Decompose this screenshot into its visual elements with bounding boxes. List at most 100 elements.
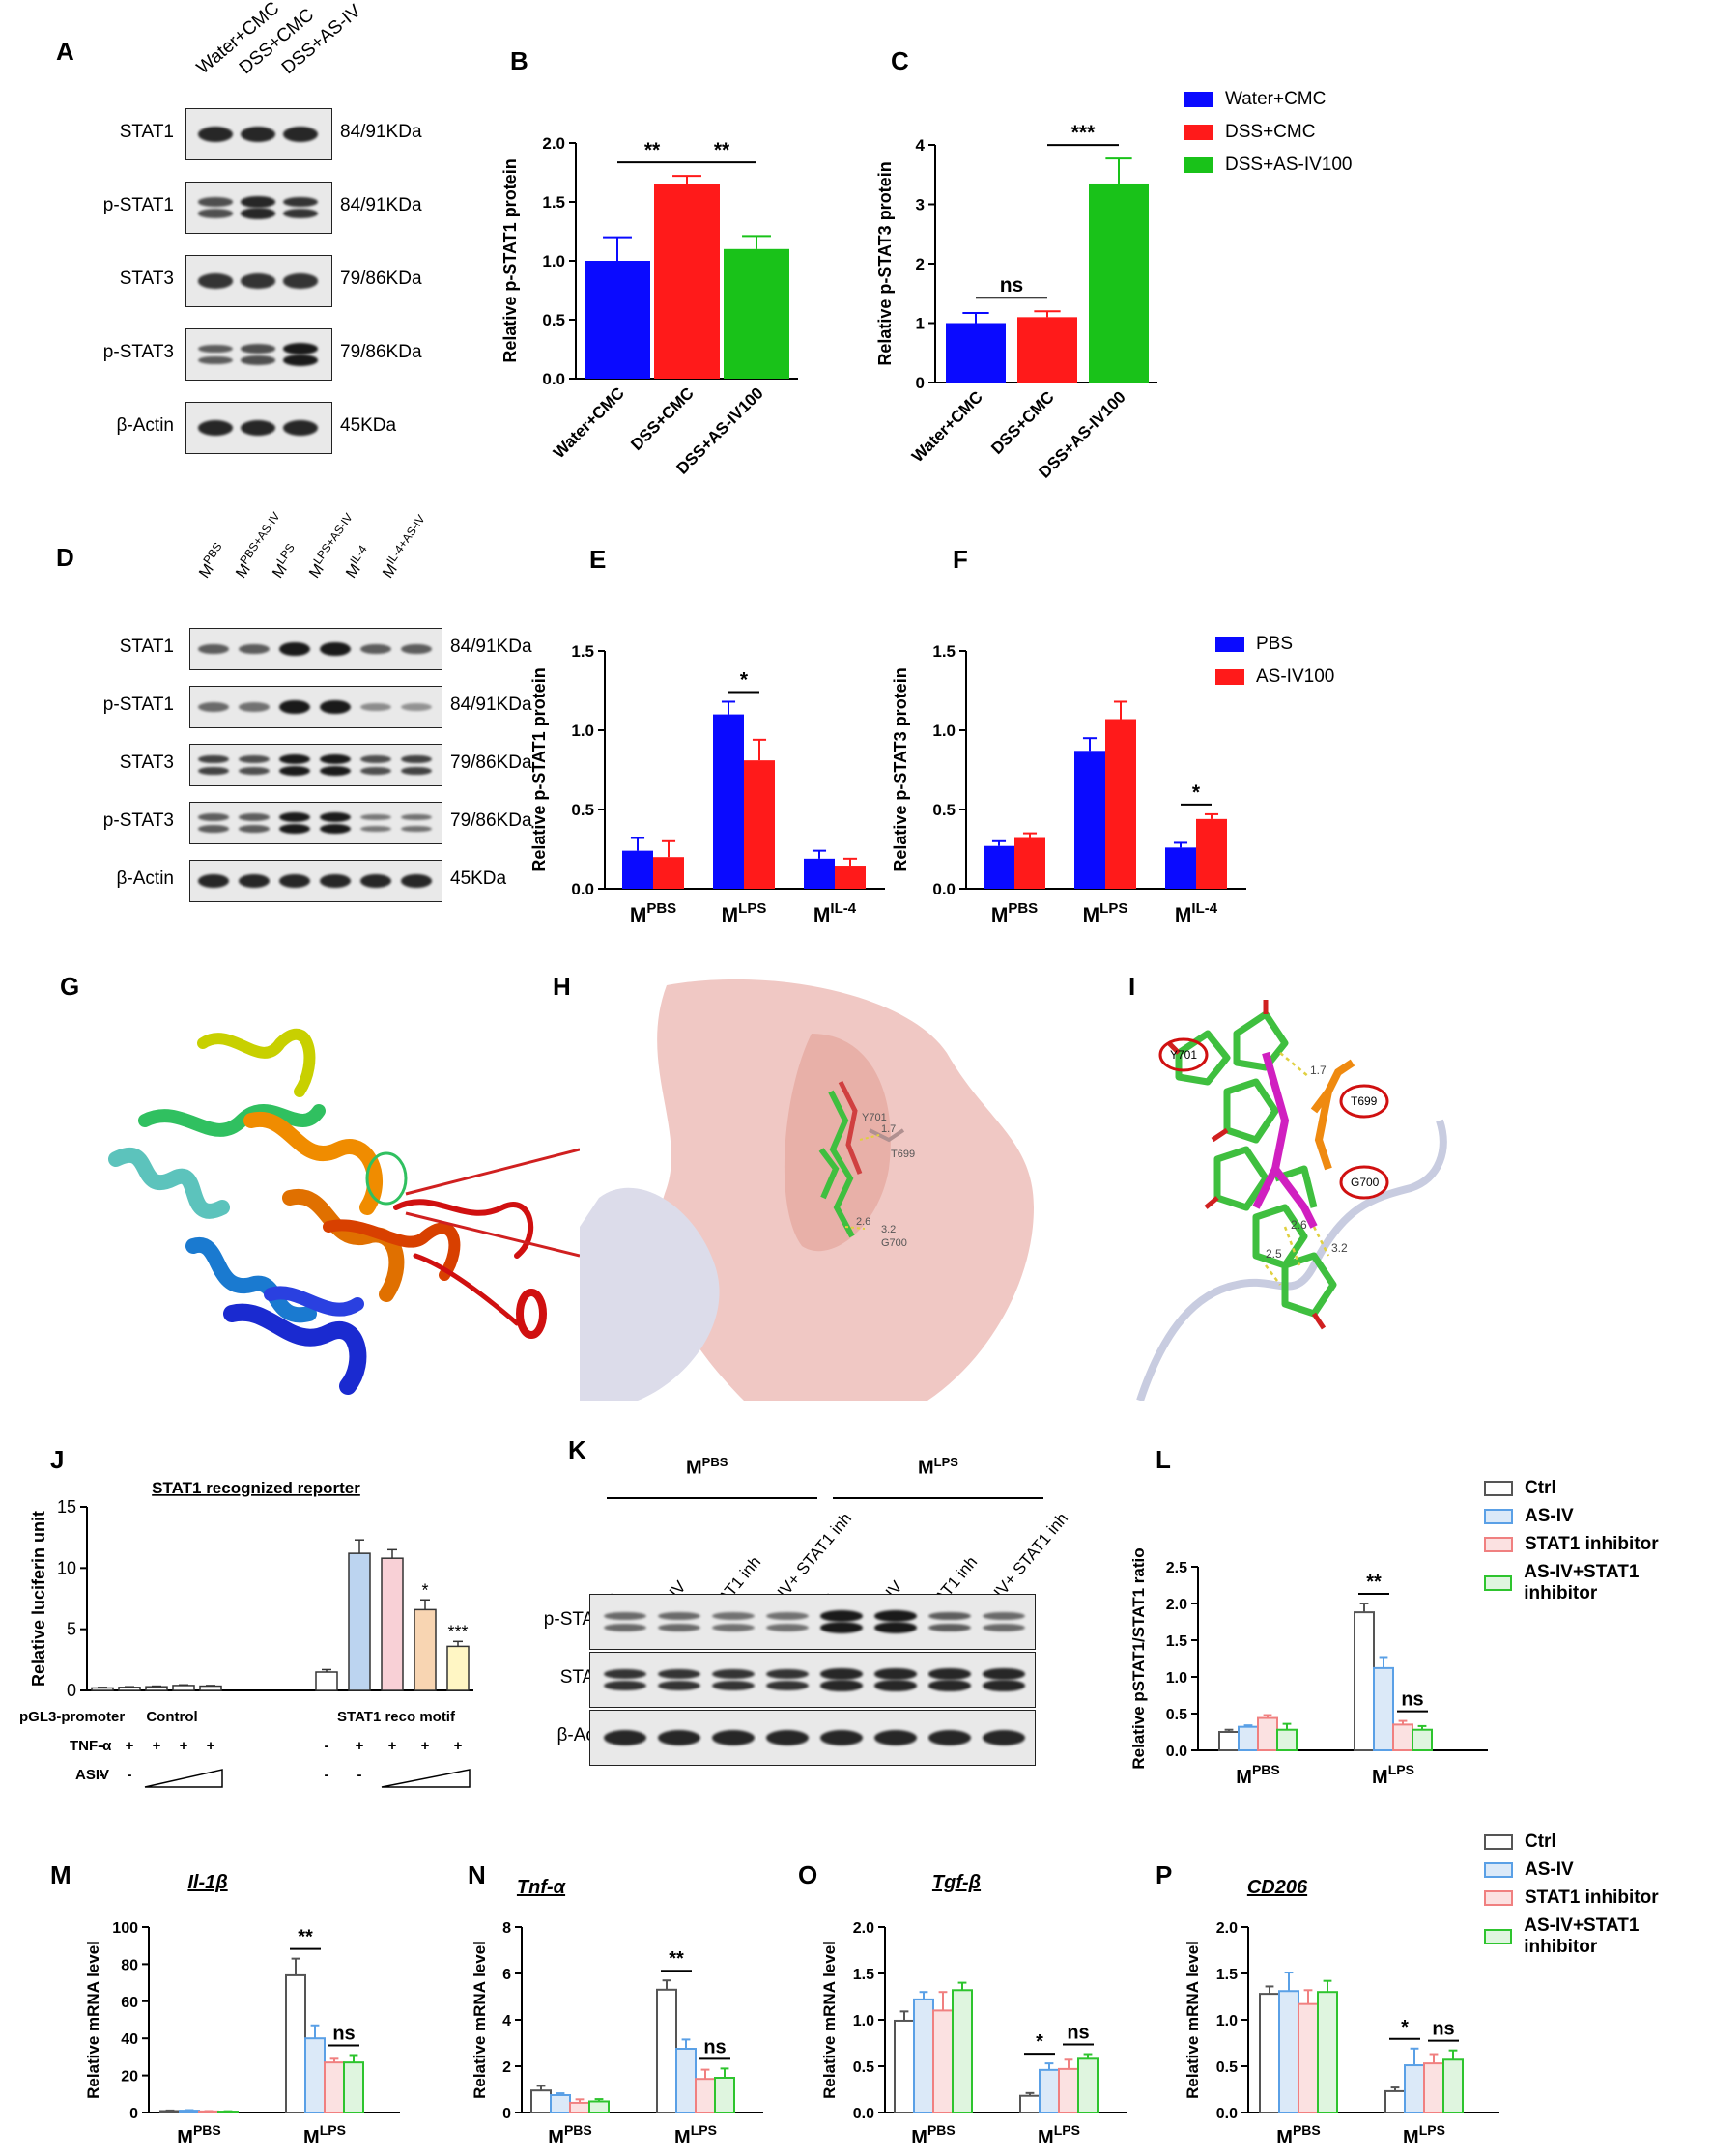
h-annotation-3-2: 3.2: [881, 1224, 896, 1235]
blot-band: [658, 1623, 700, 1632]
legend-swatch: [1184, 157, 1213, 173]
blot-band: [279, 699, 310, 715]
blot-band: [658, 1730, 700, 1745]
y-axis-label: Relative mRNA level: [820, 1941, 839, 2099]
bar: [946, 323, 1006, 383]
blot-band: [766, 1624, 809, 1631]
blot-band: [820, 1622, 863, 1633]
bar: [1019, 2094, 1041, 2113]
y-tick-label: 1.5: [571, 642, 594, 661]
tnf-mark: +: [388, 1738, 397, 1754]
legend-item: AS-IV100: [1215, 667, 1334, 688]
blot-strip: [589, 1710, 1036, 1766]
blot-strip: [185, 402, 332, 454]
blot-band: [198, 355, 233, 365]
blot-band: [820, 1730, 863, 1745]
bar: [414, 1608, 437, 1691]
blot-band: [241, 127, 275, 142]
blot-band: [198, 344, 233, 354]
y-tick-label: 0: [67, 1681, 76, 1700]
blot-band: [241, 344, 275, 354]
legend-swatch: [1484, 1890, 1513, 1906]
tnf-mark: -: [100, 1738, 105, 1754]
blot-band: [766, 1668, 809, 1680]
panel-label-j: J: [50, 1445, 64, 1474]
x-tick-label: Water+CMC: [908, 387, 986, 466]
panel-label-c: C: [891, 46, 909, 75]
y-tick-label: 1.0: [1216, 2013, 1238, 2029]
bar: [285, 1973, 306, 2114]
y-tick-label: 15: [57, 1497, 76, 1517]
panel-label-f: F: [953, 545, 968, 574]
x-category-label: MLPS: [1038, 2122, 1080, 2148]
legend-swatch: [1215, 669, 1244, 685]
bar: [1077, 2057, 1099, 2114]
bar: [446, 1645, 470, 1691]
blot-band: [874, 1622, 917, 1633]
bar: [585, 261, 650, 379]
tnf-mark: +: [421, 1738, 430, 1754]
significance-label: *: [1036, 2031, 1043, 2053]
blot-band: [983, 1730, 1025, 1745]
blot-band: [360, 874, 391, 888]
bar: [1384, 2089, 1406, 2113]
y-tick-label: 5: [67, 1620, 76, 1639]
blot-band: [360, 825, 391, 833]
blot-band: [360, 754, 391, 764]
x-category-label: MPBS: [1276, 2122, 1320, 2148]
blot-row-label: STAT3: [119, 269, 174, 289]
y-tick-label: 0.0: [542, 370, 565, 388]
bar: [348, 1552, 371, 1691]
x-category-label: MLPS: [674, 2122, 717, 2148]
x-category-label: MPBS: [630, 900, 676, 926]
blot-row-label: STAT3: [119, 752, 174, 773]
bar: [1373, 1666, 1394, 1752]
blot-band: [279, 811, 310, 823]
blot-row-label: p-STAT3: [102, 342, 174, 362]
blot-band: [198, 813, 229, 821]
y-axis-label: Relative mRNA level: [1184, 1941, 1202, 2099]
bar: [1058, 2067, 1079, 2113]
y-tick-label: 80: [121, 1957, 138, 1973]
legend-label: AS-IV+STAT1 inhibitor: [1524, 1915, 1640, 1957]
bar: [1238, 1725, 1259, 1752]
y-tick-label: 8: [502, 1920, 511, 1937]
y-tick-label: 2.0: [1216, 1920, 1238, 1937]
blot-band: [928, 1680, 971, 1691]
y-tick-label: 1.0: [853, 2013, 874, 2029]
significance-label: *: [1192, 781, 1201, 804]
blot-band: [928, 1623, 971, 1632]
legend-item: DSS+AS-IV100: [1184, 155, 1353, 176]
legend-item: AS-IV: [1484, 1859, 1574, 1881]
panel-label-o: O: [798, 1860, 817, 1889]
chart-n: 0 2 4 6 8 Relative mRNA level Tnf-α MPBS MLPS ** n…: [471, 1877, 763, 2148]
blot-row-label: STAT1: [119, 122, 174, 142]
blot-group-label: MPBS: [686, 1455, 728, 1479]
significance-label: **: [669, 1948, 684, 1970]
legend-label: PBS: [1256, 634, 1294, 654]
legend-swatch: [1484, 1575, 1513, 1591]
blot-band: [712, 1612, 755, 1620]
legend-swatch: [1484, 1509, 1513, 1524]
y-tick-label: 0.5: [932, 801, 956, 819]
asiv-mark: -: [325, 1767, 329, 1783]
y-tick-label: 40: [121, 2031, 138, 2048]
legend-item: AS-IV: [1484, 1506, 1574, 1527]
blot-band: [279, 753, 310, 765]
chart-m: 0 20 40 60 80 100 Relative mRNA level Il-1β MPBS…: [84, 1872, 400, 2148]
blot-band: [320, 823, 351, 835]
bar: [1196, 818, 1227, 889]
blot-band: [279, 641, 310, 657]
molecular-weight-label: 84/91KDa: [450, 637, 532, 657]
blot-band: [820, 1610, 863, 1622]
panel-label-m: M: [50, 1860, 71, 1889]
blot-band: [401, 754, 432, 764]
blot-strip: [189, 744, 442, 786]
blot-band: [320, 811, 351, 823]
x-category-label: MPBS: [911, 2122, 955, 2148]
blot-band: [320, 699, 351, 715]
y-axis-label: Relative p-STAT1 protein: [500, 158, 520, 362]
bar: [1089, 183, 1149, 383]
chart-e: 0.0 0.5 1.0 1.5 Relative p-STAT1 protein MPBS…: [529, 642, 885, 926]
bar: [1017, 317, 1077, 383]
